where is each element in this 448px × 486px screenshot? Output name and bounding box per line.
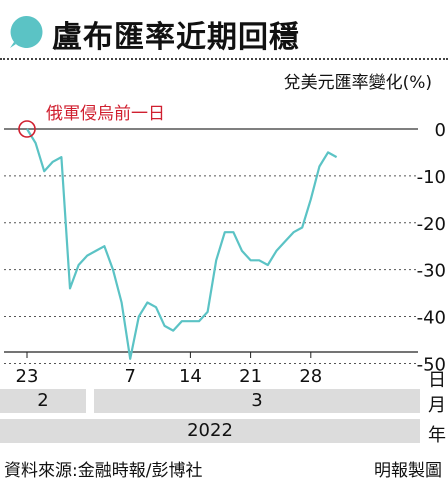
month-unit-label: 月	[428, 395, 446, 416]
x-tick-label: 7	[124, 366, 135, 387]
year-unit-label: 年	[428, 425, 446, 446]
source-note: 資料來源:金融時報/彭博社	[4, 461, 203, 481]
series-line	[26, 128, 338, 360]
grid	[4, 128, 418, 364]
x-tick-label: 28	[299, 366, 322, 387]
month-label-mar: 3	[251, 390, 263, 411]
x-axis-ticks: 23 7 14 21 28	[16, 352, 322, 387]
chart-title: 盧布匯率近期回穩	[52, 20, 300, 55]
annotation-marker	[18, 120, 36, 138]
month-bar-mar: 3	[94, 389, 420, 413]
chart: 兌美元匯率變化(%) 0 -10 -20 -30 -40 -50 23 7 14 21 28 俄軍…	[4, 73, 446, 387]
y-tick-label: -10	[417, 167, 446, 188]
month-bar-feb: 2	[0, 389, 86, 413]
annotation-label: 俄軍侵烏前一日	[46, 104, 165, 124]
year-bar: 2022	[0, 419, 420, 443]
y-tick-label: -30	[417, 261, 446, 282]
y-tick-label: 0	[435, 120, 446, 141]
y-tick-label: -40	[417, 308, 446, 329]
year-label: 2022	[187, 420, 233, 441]
x-unit-label: 日	[428, 370, 446, 391]
title-divider	[0, 58, 448, 60]
title-row: 盧布匯率近期回穩	[0, 0, 448, 58]
unit-label: 兌美元匯率變化(%)	[284, 73, 432, 93]
y-axis-ticks: 0 -10 -20 -30 -40 -50	[417, 120, 446, 375]
y-tick-label: -20	[417, 214, 446, 235]
x-tick-label: 23	[16, 366, 39, 387]
x-tick-label: 21	[239, 366, 262, 387]
speech-bubble-icon	[10, 15, 43, 48]
credit-note: 明報製圖	[374, 461, 442, 481]
y-tick-label: -50	[417, 354, 446, 375]
x-tick-label: 14	[179, 366, 202, 387]
month-label-feb: 2	[37, 390, 49, 411]
